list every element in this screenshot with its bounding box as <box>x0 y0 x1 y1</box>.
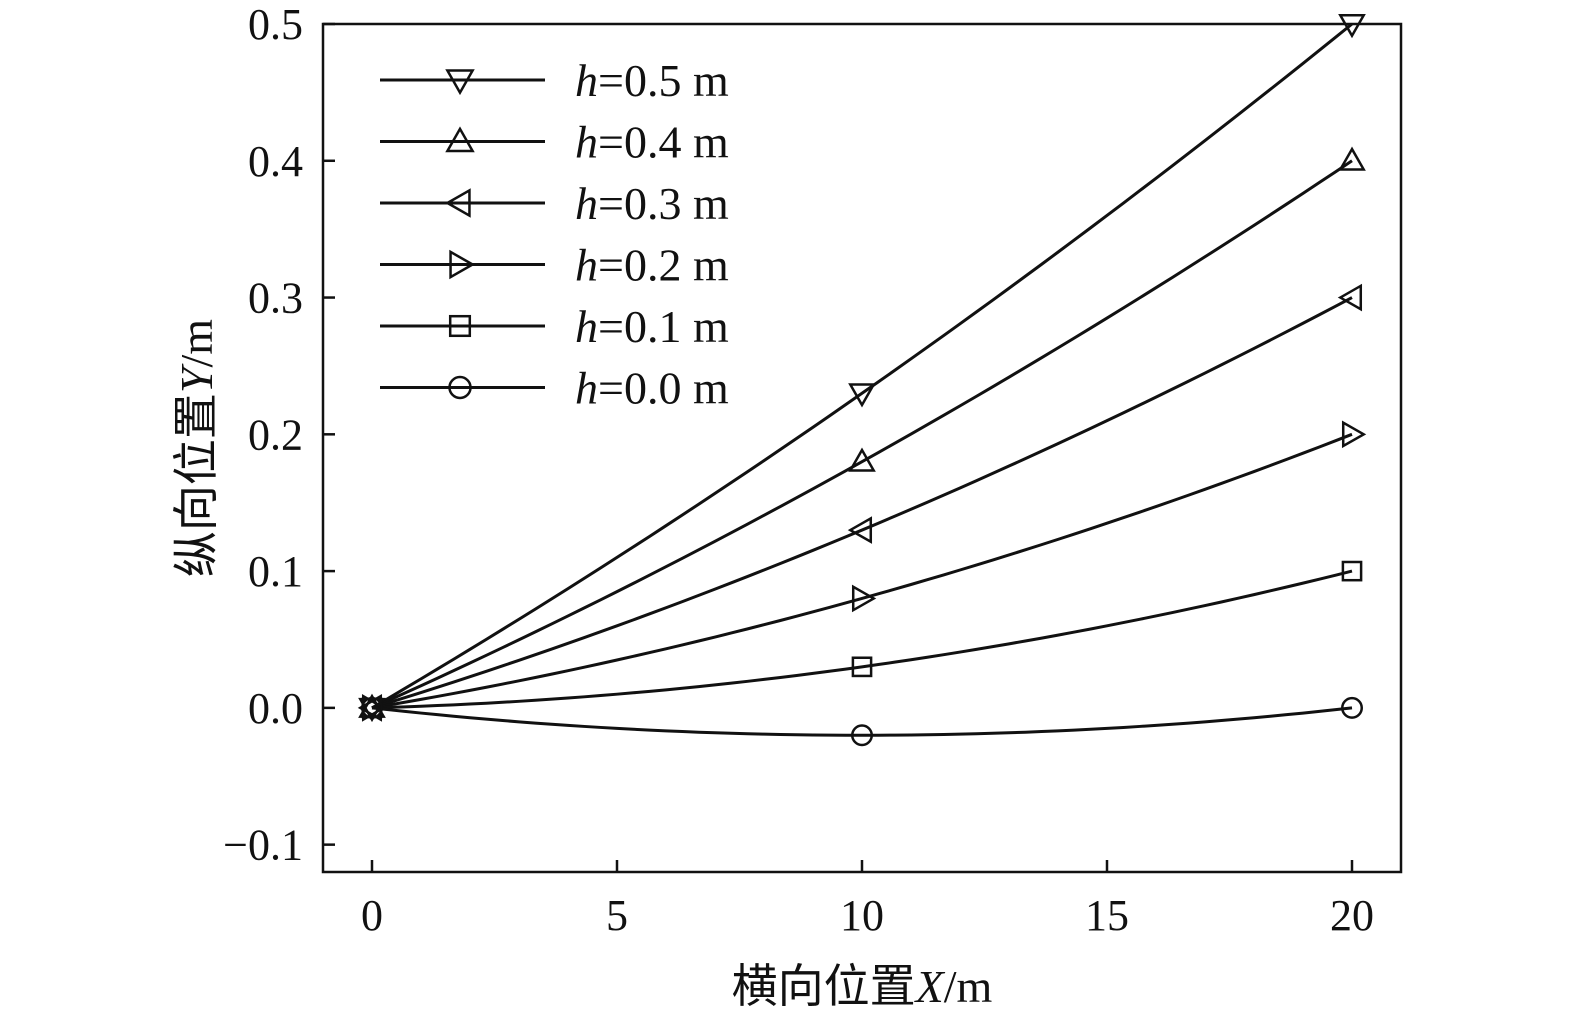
axis-ticks: 0 5 10 15 20 −0.1 0.0 0.1 0.2 0.3 0.4 0.5 <box>223 0 1374 940</box>
legend-entry: h=0.5 m <box>380 55 729 106</box>
data-point <box>361 696 383 719</box>
legend-label: h=0.4 m <box>575 117 729 168</box>
legend-marker <box>448 314 472 338</box>
x-tick-label: 0 <box>361 891 383 940</box>
data-point <box>1341 560 1363 582</box>
data-point <box>847 516 873 544</box>
legend-entry: h=0.2 m <box>380 240 729 291</box>
data-point <box>848 447 876 472</box>
legend-marker <box>449 249 476 280</box>
data-point <box>851 656 873 678</box>
series-4 <box>361 560 1363 719</box>
data-point <box>1341 696 1363 719</box>
data-point <box>848 383 876 408</box>
series-1 <box>358 146 1366 718</box>
series-layer <box>357 13 1367 747</box>
y-tick-label: 0.2 <box>248 410 303 459</box>
legend-entry: h=0.4 m <box>380 117 729 168</box>
legend: h=0.5 m h=0.4 m h=0.3 m h=0.2 m h=0.1 m h=0.0… <box>380 55 729 414</box>
legend-marker <box>445 69 475 96</box>
y-tick-label: 0.5 <box>248 0 303 49</box>
legend-label: h=0.5 m <box>575 55 729 106</box>
legend-marker <box>448 375 472 400</box>
legend-label: h=0.3 m <box>575 178 729 229</box>
data-point <box>1338 13 1366 39</box>
x-tick-label: 20 <box>1330 891 1374 940</box>
legend-entry: h=0.1 m <box>380 301 729 352</box>
series-line <box>371 296 1353 710</box>
series-line <box>371 159 1353 710</box>
series-line <box>371 569 1353 710</box>
data-point <box>1341 420 1367 449</box>
series-line <box>371 432 1353 710</box>
legend-label: h=0.2 m <box>575 240 729 291</box>
legend-entry: h=0.0 m <box>380 363 729 414</box>
legend-label: h=0.1 m <box>575 301 729 352</box>
y-axis-title: 纵向位置Y/m <box>171 319 222 577</box>
y-tick-label: 0.4 <box>248 137 303 186</box>
data-point <box>851 724 873 747</box>
data-point <box>851 584 877 613</box>
legend-label: h=0.0 m <box>575 363 729 414</box>
y-tick-label: 0.0 <box>248 684 303 733</box>
x-tick-label: 5 <box>606 891 628 940</box>
series-5 <box>361 696 1363 747</box>
y-tick-label: −0.1 <box>223 821 303 870</box>
legend-marker <box>444 188 471 218</box>
data-point <box>1337 283 1363 312</box>
y-tick-label: 0.3 <box>248 274 303 323</box>
series-line <box>371 22 1353 710</box>
x-axis-title: 横向位置X/m <box>732 961 993 1012</box>
legend-marker <box>445 126 475 153</box>
series-line <box>371 706 1353 737</box>
x-tick-label: 10 <box>840 891 884 940</box>
x-tick-label: 15 <box>1085 891 1129 940</box>
series-2 <box>357 283 1363 722</box>
y-tick-label: 0.1 <box>248 547 303 596</box>
data-point <box>1338 146 1366 171</box>
legend-entry: h=0.3 m <box>380 178 729 229</box>
